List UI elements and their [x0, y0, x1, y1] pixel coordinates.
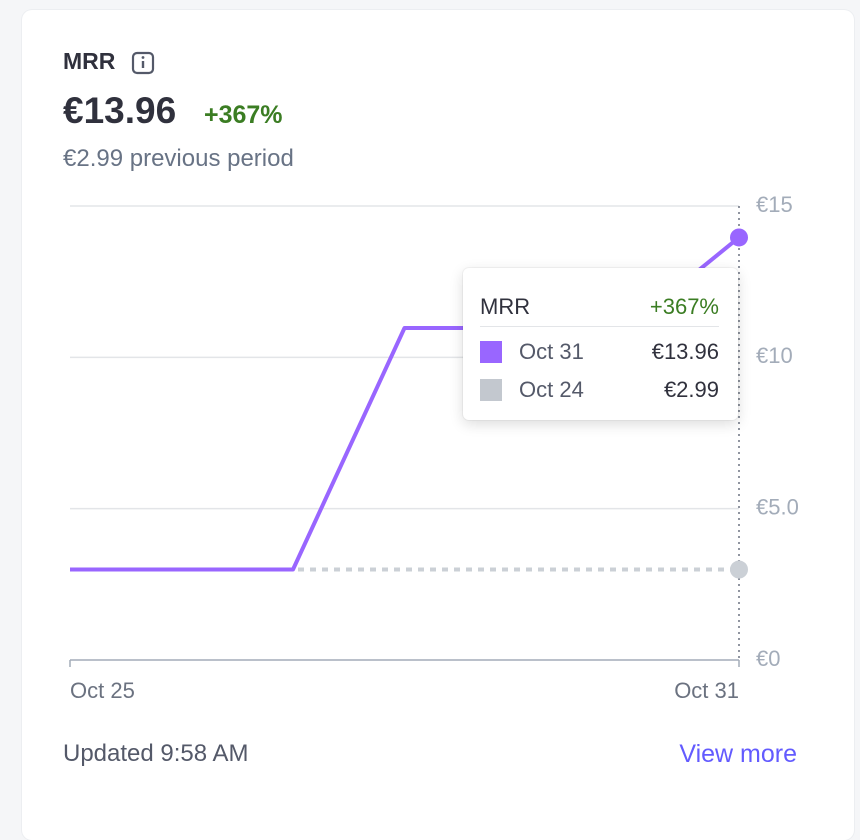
y-tick-label: €10 — [756, 343, 793, 368]
tooltip-value: €2.99 — [663, 377, 719, 402]
tooltip: MRR +367% Oct 31 €13.96 Oct 24 €2.99 — [463, 268, 738, 420]
card-value: €13.96 — [63, 90, 177, 131]
chart: €0 €5.0 €10 €15 Oct 25 Oct 31 — [69, 51, 799, 703]
tooltip-swatch — [480, 379, 502, 401]
y-axis: €0 €5.0 €10 €15 — [756, 192, 799, 671]
tooltip-label: Oct 24 — [519, 377, 584, 402]
tooltip-label: Oct 31 — [519, 339, 584, 364]
tooltip-value: €13.96 — [651, 339, 719, 364]
updated-text: Updated 9:58 AM — [63, 740, 249, 767]
series-end-dot — [730, 228, 748, 247]
card-previous: €2.99 previous period — [63, 145, 294, 172]
tooltip-divider — [480, 326, 719, 327]
x-tick-label: Oct 25 — [70, 678, 135, 703]
card-title: MRR — [63, 48, 116, 74]
y-tick-label: €0 — [756, 646, 780, 671]
info-icon[interactable] — [131, 51, 155, 75]
x-tick-label: Oct 31 — [674, 678, 739, 703]
y-tick-label: €15 — [756, 192, 793, 217]
tooltip-swatch — [480, 341, 502, 363]
tooltip-title: MRR — [480, 294, 531, 319]
tooltip-change: +367% — [649, 294, 719, 319]
y-tick-label: €5.0 — [756, 494, 799, 519]
series-end-dot — [730, 560, 748, 579]
page: MRR €0 €5.0 €10 €15 Oct 25 Oct 31 €13.96 +367… — [63, 48, 799, 768]
view-more-link[interactable]: View more — [679, 740, 797, 768]
card-change: +367% — [204, 101, 283, 129]
card — [22, 10, 854, 840]
